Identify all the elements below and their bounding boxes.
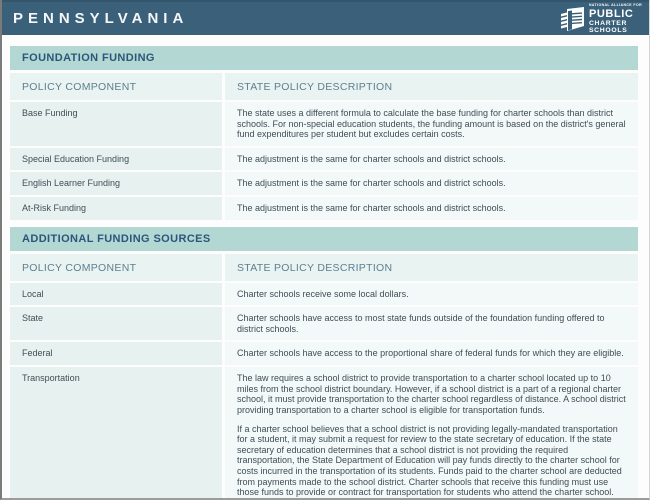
- policy-component-cell: Federal: [10, 342, 222, 366]
- column-header-state-policy-description: STATE POLICY DESCRIPTION: [225, 253, 638, 281]
- logo-line-schools: SCHOOLS: [588, 27, 628, 35]
- policy-table: POLICY COMPONENT STATE POLICY DESCRIPTIO…: [10, 253, 638, 498]
- section-title: ADDITIONAL FUNDING SOURCES: [10, 226, 638, 251]
- state-policy-description-cell: The adjustment is the same for charter s…: [225, 147, 638, 171]
- policy-component-cell: State: [10, 307, 222, 341]
- state-policy-description-cell: Charter schools have access to the propo…: [225, 342, 638, 366]
- charter-schools-logo-text: NATIONAL ALLIANCE FOR PUBLIC CHARTER SCH…: [588, 3, 642, 35]
- column-header-policy-component: POLICY COMPONENT: [10, 253, 222, 281]
- policy-component-cell: English Learner Funding: [10, 172, 222, 196]
- funding-tables: FOUNDATION FUNDING POLICY COMPONENT STAT…: [10, 46, 638, 498]
- policy-component-cell: Base Funding: [10, 102, 222, 146]
- policy-component-cell: At-Risk Funding: [10, 197, 222, 220]
- column-header-policy-component: POLICY COMPONENT: [10, 73, 222, 100]
- policy-component-cell: Transportation: [10, 367, 222, 498]
- policy-table: POLICY COMPONENT STATE POLICY DESCRIPTIO…: [10, 73, 638, 220]
- state-header-bar: PENNSYLVANIA: [2, 0, 649, 35]
- funding-section: ADDITIONAL FUNDING SOURCES POLICY COMPON…: [10, 226, 638, 498]
- policy-component-cell: Special Education Funding: [10, 147, 222, 171]
- column-header-state-policy-description: STATE POLICY DESCRIPTION: [225, 73, 638, 100]
- logo-line-charter: CHARTER: [588, 19, 628, 27]
- logo-small-line: NATIONAL ALLIANCE FOR: [588, 3, 642, 7]
- section-title: FOUNDATION FUNDING: [10, 46, 638, 70]
- page-title: PENNSYLVANIA: [13, 10, 189, 27]
- state-policy-description-cell: The state uses a different formula to ca…: [225, 102, 638, 146]
- state-policy-description-cell: Charter schools receive some local dolla…: [225, 282, 638, 306]
- state-policy-description-cell: The adjustment is the same for charter s…: [225, 197, 638, 220]
- state-policy-description-cell: Charter schools have access to most stat…: [225, 307, 638, 341]
- state-policy-description-cell: The adjustment is the same for charter s…: [225, 172, 638, 196]
- funding-section: FOUNDATION FUNDING POLICY COMPONENT STAT…: [10, 46, 638, 220]
- charter-schools-logo: NATIONAL ALLIANCE FOR PUBLIC CHARTER SCH…: [559, 3, 642, 35]
- logo-line-public: PUBLIC: [588, 7, 634, 20]
- charter-schools-flag-icon: [559, 6, 586, 33]
- state-policy-description-cell: The law requires a school district to pr…: [225, 367, 638, 498]
- policy-component-cell: Local: [10, 282, 222, 306]
